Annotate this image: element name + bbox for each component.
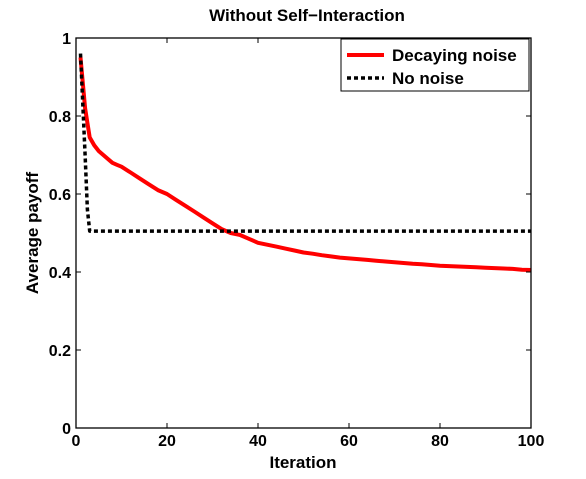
- y-tick-label: 0.4: [49, 265, 71, 282]
- legend-label-decaying-noise: Decaying noise: [392, 46, 517, 65]
- x-tick-label: 60: [340, 433, 358, 450]
- legend-box: [340, 38, 530, 92]
- y-tick-label: 0: [62, 421, 71, 438]
- series-layer: [78, 53, 531, 272]
- series-line-decaying-noise: [78, 57, 531, 272]
- series-line-no-noise: [78, 53, 531, 233]
- x-axis-label: Iteration: [269, 453, 336, 472]
- x-tick-label: 100: [518, 433, 545, 450]
- x-tick-label: 80: [431, 433, 449, 450]
- plot-frame: [75, 37, 532, 429]
- y-tick-label: 0.8: [49, 109, 71, 126]
- legend-label-no-noise: No noise: [392, 69, 464, 88]
- y-tick-label: 0.2: [49, 343, 71, 360]
- chart-title: Without Self−Interaction: [209, 6, 405, 25]
- x-tick-label: 20: [158, 433, 176, 450]
- x-tick-label: 40: [249, 433, 267, 450]
- y-tick-label: 0.6: [49, 187, 71, 204]
- ticks-layer: 0 20 40 60 80 100 0 0.2 0.4 0.6 0.8 1: [49, 31, 545, 450]
- y-axis-label: Average payoff: [23, 172, 42, 295]
- y-tick-label: 1: [62, 31, 71, 48]
- legend: Decaying noise No noise: [340, 38, 530, 92]
- x-tick-label: 0: [72, 433, 81, 450]
